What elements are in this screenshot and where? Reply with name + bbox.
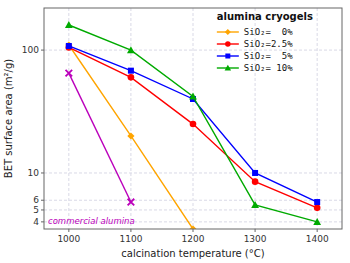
x-grid-line bbox=[68, 8, 69, 229]
series-line bbox=[69, 47, 317, 207]
data-point bbox=[127, 46, 135, 53]
annotation: commercial alumina bbox=[48, 216, 135, 226]
legend-label: SiO₂= 10% bbox=[244, 63, 293, 73]
series-line bbox=[69, 45, 193, 229]
y-grid-line bbox=[44, 172, 342, 173]
y-tick-label: 5 bbox=[33, 205, 39, 215]
series-line bbox=[69, 25, 317, 222]
legend-label: SiO₂= 5% bbox=[244, 51, 293, 61]
series bbox=[65, 21, 321, 225]
x-tick-label: 1000 bbox=[57, 234, 80, 244]
legend-marker bbox=[225, 65, 232, 71]
x-tick-label: 1300 bbox=[244, 234, 267, 244]
legend-label: SiO₂=2.5% bbox=[244, 39, 293, 49]
plot-frame bbox=[44, 8, 342, 229]
data-point bbox=[314, 199, 320, 205]
data-point bbox=[65, 21, 73, 28]
legend-marker bbox=[225, 54, 230, 59]
data-point bbox=[314, 205, 321, 212]
data-point bbox=[189, 92, 197, 99]
legend-marker bbox=[225, 29, 231, 35]
y-tick-label: 6 bbox=[33, 195, 39, 205]
y-tick-label: 4 bbox=[33, 217, 39, 227]
x-tick-label: 1100 bbox=[119, 234, 142, 244]
x-axis-label: calcination temperature (°C) bbox=[121, 248, 264, 259]
series bbox=[65, 41, 196, 229]
legend-marker bbox=[225, 41, 231, 47]
x-tick-label: 1400 bbox=[306, 234, 329, 244]
grid bbox=[44, 8, 342, 229]
x-grid-line bbox=[130, 8, 131, 229]
y-axis-label: BET surface area (m²/g) bbox=[3, 59, 14, 178]
legend: SiO₂= 0% SiO₂=2.5% SiO₂= 5% SiO₂= 10% bbox=[217, 27, 293, 73]
y-grid-line bbox=[44, 209, 342, 210]
data-point bbox=[66, 70, 73, 77]
data-point bbox=[313, 218, 321, 225]
x-tick-label: 1200 bbox=[182, 234, 205, 244]
data-point bbox=[190, 121, 197, 128]
plot-background bbox=[44, 8, 342, 229]
series-line bbox=[69, 46, 317, 202]
title: alumina cryogels bbox=[217, 11, 313, 22]
axes: 1000 1100 1200 1300 1400 4 56 10 100 bbox=[22, 45, 329, 244]
data-point bbox=[128, 68, 134, 74]
y-tick-label: 10 bbox=[28, 168, 40, 178]
data-point bbox=[252, 170, 258, 176]
x-grid-line bbox=[317, 8, 318, 229]
data-point bbox=[189, 225, 196, 229]
y-grid-line bbox=[44, 50, 342, 51]
y-tick-label: 100 bbox=[22, 45, 39, 55]
data-point bbox=[127, 132, 134, 139]
series-line bbox=[69, 73, 131, 202]
data-point bbox=[128, 74, 135, 81]
data-point bbox=[251, 201, 259, 208]
legend-label: SiO₂= 0% bbox=[244, 27, 293, 37]
chart: 1000 1100 1200 1300 1400 4 56 10 100 calcination … bbox=[0, 0, 350, 263]
series bbox=[66, 44, 321, 211]
data-point bbox=[65, 41, 72, 48]
data bbox=[65, 21, 321, 229]
x-grid-line bbox=[193, 8, 194, 229]
data-point bbox=[128, 199, 135, 206]
data-point bbox=[66, 43, 72, 49]
data-point bbox=[252, 178, 259, 185]
series bbox=[66, 43, 320, 205]
